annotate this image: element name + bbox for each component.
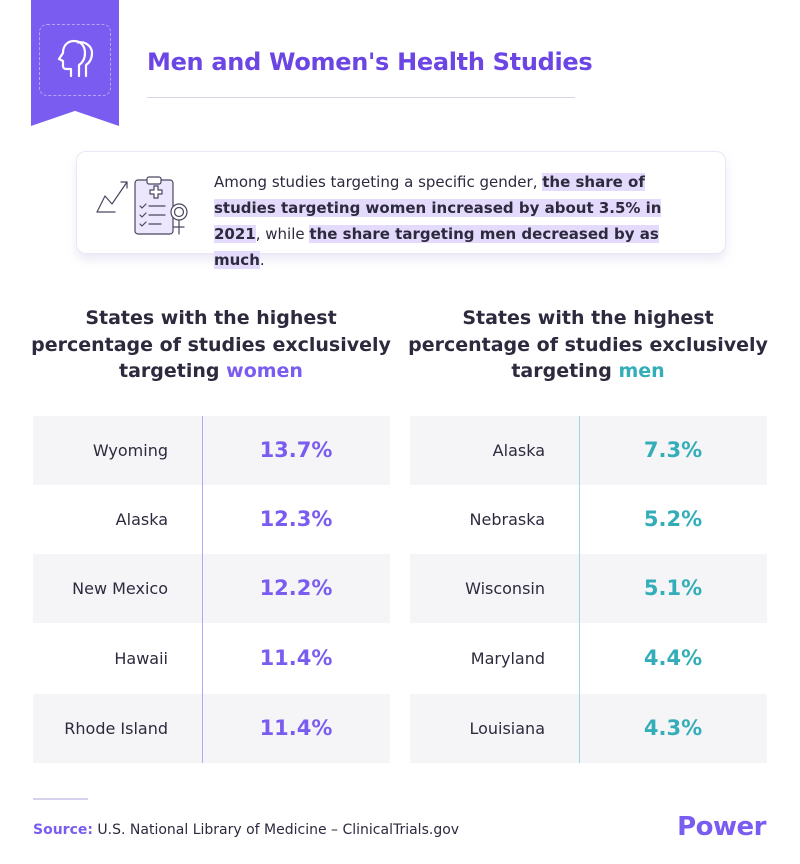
state-name: Nebraska [469,510,545,529]
table-row: Alaska 7.3% [410,416,767,485]
men-heading-accent: men [618,360,665,382]
callout-text-part: , while [255,225,310,243]
table-row: Maryland 4.4% [410,624,767,693]
state-name: Louisiana [469,719,545,738]
header-ribbon [31,0,119,126]
brand-logo[interactable]: Power [677,812,766,842]
state-name: Wyoming [92,441,168,460]
state-name: Alaska [492,441,545,460]
source-text: U.S. National Library of Medicine – Clin… [97,822,460,838]
table-row: Wyoming 13.7% [33,416,390,485]
percentage-value: 7.3% [643,438,703,462]
callout-text: Among studies targeting a specific gende… [214,169,684,273]
percentage-value: 13.7% [259,438,333,462]
state-name: Wisconsin [465,579,545,598]
column-divider [202,416,203,763]
ribbon-frame [39,24,111,96]
table-row: Wisconsin 5.1% [410,554,767,623]
table-row: Louisiana 4.3% [410,694,767,763]
source-line: Source: U.S. National Library of Medicin… [33,822,459,838]
men-table-heading: States with the highest percentage of st… [408,305,768,385]
table-row: Nebraska 5.2% [410,485,767,554]
men-states-table: Alaska 7.3% Nebraska 5.2% Wisconsin 5.1%… [410,416,767,763]
table-row: New Mexico 12.2% [33,554,390,623]
percentage-value: 5.1% [643,576,703,600]
state-name: Rhode Island [64,719,168,738]
percentage-value: 12.3% [259,507,333,531]
title-divider [147,97,575,98]
source-label: Source: [33,822,93,838]
state-name: Alaska [115,510,168,529]
table-row: Alaska 12.3% [33,485,390,554]
state-name: Hawaii [114,649,168,668]
percentage-value: 11.4% [259,716,333,740]
table-row: Hawaii 11.4% [33,624,390,693]
table-row: Rhode Island 11.4% [33,694,390,763]
women-heading-text: States with the highest percentage of st… [31,307,391,382]
percentage-value: 4.4% [643,646,703,670]
percentage-value: 5.2% [643,507,703,531]
callout-text-part: . [259,251,265,269]
source-divider [33,798,88,800]
women-table-heading: States with the highest percentage of st… [31,305,391,385]
clipboard-chart-icon [96,176,188,235]
summary-callout: Among studies targeting a specific gende… [76,151,726,269]
page-title: Men and Women's Health Studies [147,48,593,76]
percentage-value: 11.4% [259,646,333,670]
women-states-table: Wyoming 13.7% Alaska 12.3% New Mexico 12… [33,416,390,763]
gender-heads-icon [57,39,94,78]
men-heading-text: States with the highest percentage of st… [408,307,768,382]
column-divider [579,416,580,763]
state-name: Maryland [470,649,545,668]
women-heading-accent: women [226,360,303,382]
callout-text-part: Among studies targeting a specific gende… [214,173,543,191]
state-name: New Mexico [72,579,168,598]
percentage-value: 4.3% [643,716,703,740]
percentage-value: 12.2% [259,576,333,600]
